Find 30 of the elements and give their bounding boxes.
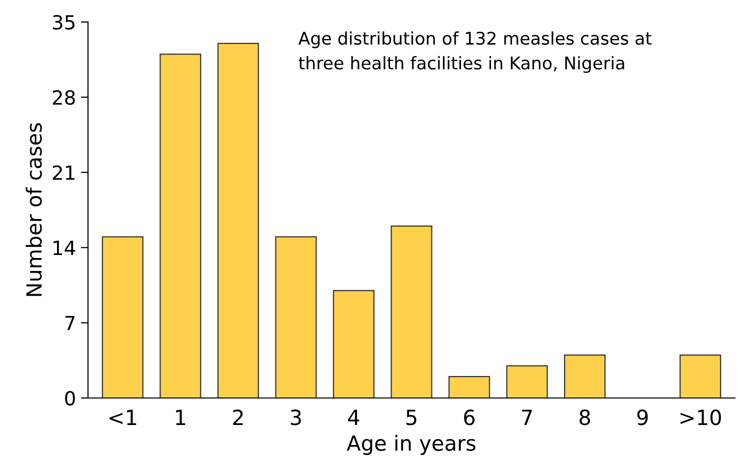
x-tick-label: 5 [406, 410, 416, 426]
bar [160, 54, 202, 398]
x-tick-label: >10 [680, 409, 721, 426]
bar [448, 376, 490, 398]
x-tick-label: <1 [110, 410, 136, 425]
x-tick-label: 8 [580, 409, 590, 426]
bar [680, 354, 722, 398]
bar [506, 365, 548, 398]
x-tick-label: 2 [233, 409, 243, 425]
text: Age distribution of 132 measles cases at three health facilities in Kano, Nigeria [298, 31, 652, 73]
y-tick-label: 0 [65, 390, 75, 406]
y-axis-title: Number of cases [26, 123, 42, 296]
y-tick-label: 14 [54, 240, 76, 255]
bar [564, 354, 606, 398]
bar [275, 236, 317, 398]
bar [102, 236, 144, 398]
x-tick-label: 9 [637, 409, 648, 426]
y-tick-label: 28 [52, 90, 75, 105]
bar [217, 42, 259, 398]
x-tick-label: 7 [522, 410, 532, 425]
y-tick-label: 35 [52, 14, 74, 30]
y-tick-label: 7 [65, 316, 75, 330]
y-tick-label: 21 [52, 165, 74, 180]
bar [332, 290, 375, 398]
x-axis-title: Age in years [346, 434, 476, 455]
x-tick-label: 6 [464, 409, 475, 426]
x-tick-label: 4 [348, 410, 360, 425]
x-tick-label: 1 [176, 410, 186, 425]
bar [390, 226, 432, 398]
x-tick-label: 3 [290, 409, 301, 426]
